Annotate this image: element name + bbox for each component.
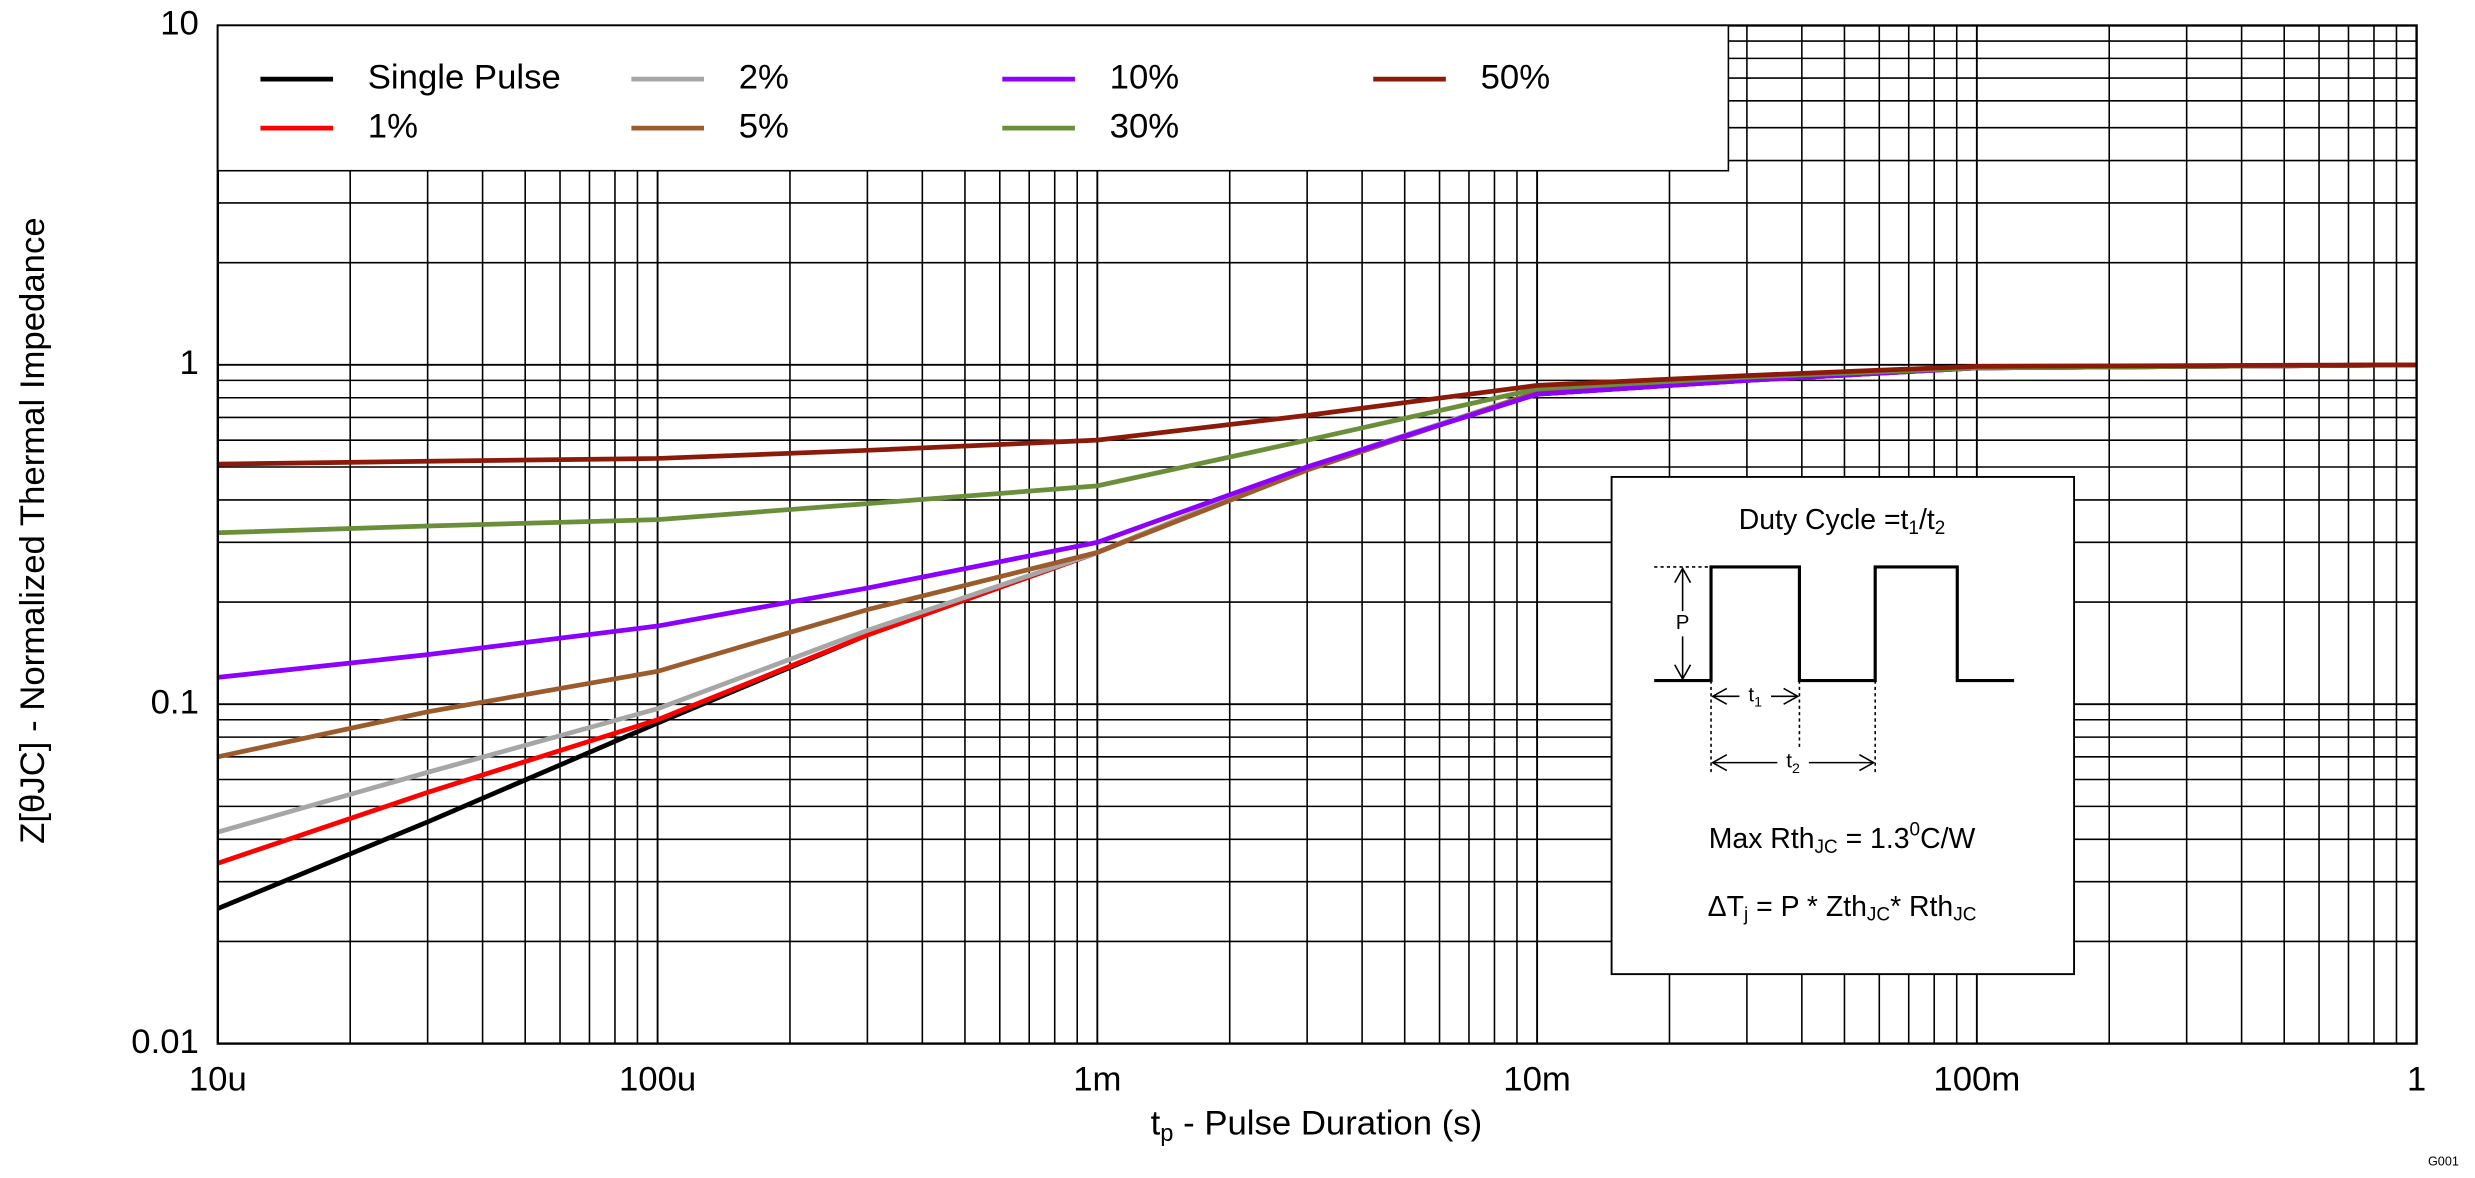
- legend-label: 30%: [1110, 107, 1180, 145]
- x-tick-label: 100m: [1933, 1061, 2020, 1099]
- legend-box: [217, 24, 1730, 172]
- figure-id: G001: [2428, 1154, 2459, 1168]
- text-sub: JC: [1867, 905, 1890, 926]
- legend-label: 10%: [1110, 58, 1180, 96]
- text-part: Duty Cycle =t: [1739, 504, 1909, 536]
- p-arrowheads: [1674, 566, 1692, 681]
- inset: Duty Cycle =t1/t2 P t1 t2 Max RthJC = 1.…: [1610, 475, 2076, 976]
- t1-arrowheads: [1710, 687, 1800, 705]
- text-sub: 1: [1908, 518, 1919, 539]
- legend-label: 1%: [368, 107, 418, 145]
- inset-box: [1610, 475, 2076, 976]
- y-tick-label: 0.1: [151, 683, 199, 721]
- x-axis-title-part: - Pulse Duration (s): [1173, 1105, 1482, 1143]
- x-axis-title-sub: p: [1160, 1121, 1173, 1147]
- text-sub: 2: [1792, 761, 1800, 777]
- label-bg: [1671, 611, 1694, 637]
- inset-t2: t2: [1786, 750, 1800, 777]
- inset-duty-cycle: Duty Cycle =t1/t2: [1739, 504, 1946, 539]
- text-sub: JC: [1953, 905, 1976, 926]
- text-part: C/W: [1920, 822, 1975, 854]
- t2-arrowheads: [1710, 754, 1876, 772]
- x-axis-title-part: t: [1151, 1105, 1161, 1143]
- pulse-waveform: [1654, 565, 2015, 683]
- text-part: t: [1786, 750, 1792, 773]
- x-axis-title: tp - Pulse Duration (s): [1151, 1105, 1483, 1148]
- legend-label: 2%: [739, 58, 789, 96]
- text-sub: j: [1743, 905, 1748, 926]
- legend: Single Pulse 1% 2% 5% 10% 30% 50%: [260, 58, 1550, 145]
- x-tick-label: 10u: [189, 1061, 247, 1099]
- text-part: Max Rth: [1709, 822, 1815, 854]
- text-part: t: [1748, 684, 1754, 707]
- text-part: = P * Zth: [1748, 890, 1867, 922]
- legend-label: Single Pulse: [368, 58, 561, 96]
- x-tick-label: 1m: [1073, 1061, 1121, 1099]
- text-sup: 0: [1910, 820, 1921, 841]
- legend-label: 50%: [1481, 58, 1551, 96]
- x-tick-label: 1: [2407, 1061, 2426, 1099]
- x-tick-label: 10m: [1503, 1061, 1571, 1099]
- y-tick-label: 1: [180, 344, 199, 382]
- text-sub: 1: [1754, 694, 1762, 710]
- text-part: ΔT: [1708, 890, 1744, 922]
- inset-max-rth: Max RthJC = 1.30C/W: [1709, 820, 1976, 858]
- y-tick-label: 0.01: [131, 1023, 199, 1061]
- label-bg: [1777, 750, 1809, 776]
- label-bg: [1739, 683, 1772, 709]
- text-part: /t: [1919, 504, 1935, 536]
- inset-t1: t1: [1748, 684, 1762, 711]
- lines: [216, 362, 2417, 911]
- series-line: [217, 362, 2417, 467]
- x-tick-label: 100u: [619, 1061, 696, 1099]
- y-tick-label: 10: [160, 5, 199, 43]
- text-part: = 1.3: [1838, 822, 1910, 854]
- inset-p: P: [1676, 611, 1690, 634]
- y-axis-title: Z[θJC] - Normalized Thermal Impedance: [14, 217, 52, 843]
- text-part: * Rth: [1890, 890, 1953, 922]
- legend-label: 5%: [739, 107, 789, 145]
- text-sub: 2: [1935, 518, 1946, 539]
- inset-delta: ΔTj = P * ZthJC* RthJC: [1708, 890, 1977, 925]
- text-sub: JC: [1815, 837, 1838, 858]
